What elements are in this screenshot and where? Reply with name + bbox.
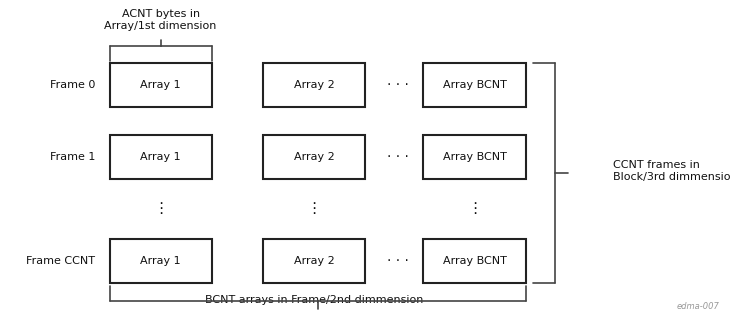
Text: Frame 1: Frame 1 bbox=[50, 152, 95, 162]
Text: Frame CCNT: Frame CCNT bbox=[26, 256, 95, 266]
Text: Frame 0: Frame 0 bbox=[50, 80, 95, 90]
Text: · · ·: · · · bbox=[387, 78, 409, 92]
FancyBboxPatch shape bbox=[423, 63, 526, 107]
FancyBboxPatch shape bbox=[263, 239, 365, 283]
Text: Array 1: Array 1 bbox=[140, 152, 181, 162]
FancyBboxPatch shape bbox=[110, 239, 212, 283]
FancyBboxPatch shape bbox=[110, 135, 212, 179]
Text: Array 2: Array 2 bbox=[293, 256, 334, 266]
Text: ACNT bytes in
Array/1st dimension: ACNT bytes in Array/1st dimension bbox=[104, 9, 217, 31]
Text: · · ·: · · · bbox=[387, 254, 409, 268]
FancyBboxPatch shape bbox=[110, 63, 212, 107]
Text: CCNT frames in
Block/3rd dimmension: CCNT frames in Block/3rd dimmension bbox=[613, 160, 730, 182]
Text: edma-007: edma-007 bbox=[676, 302, 719, 311]
FancyBboxPatch shape bbox=[423, 239, 526, 283]
FancyBboxPatch shape bbox=[263, 63, 365, 107]
Text: Array 2: Array 2 bbox=[293, 152, 334, 162]
Text: Array BCNT: Array BCNT bbox=[442, 80, 507, 90]
Text: Array 1: Array 1 bbox=[140, 80, 181, 90]
Text: · · ·: · · · bbox=[387, 150, 409, 164]
Text: Array BCNT: Array BCNT bbox=[442, 256, 507, 266]
FancyBboxPatch shape bbox=[423, 135, 526, 179]
Text: Array 2: Array 2 bbox=[293, 80, 334, 90]
Text: ⋮: ⋮ bbox=[307, 201, 321, 216]
Text: BCNT arrays in Frame/2nd dimmension: BCNT arrays in Frame/2nd dimmension bbox=[204, 295, 423, 305]
Text: ⋮: ⋮ bbox=[467, 201, 482, 216]
FancyBboxPatch shape bbox=[263, 135, 365, 179]
Text: Array BCNT: Array BCNT bbox=[442, 152, 507, 162]
Text: Array 1: Array 1 bbox=[140, 256, 181, 266]
Text: ⋮: ⋮ bbox=[153, 201, 168, 216]
